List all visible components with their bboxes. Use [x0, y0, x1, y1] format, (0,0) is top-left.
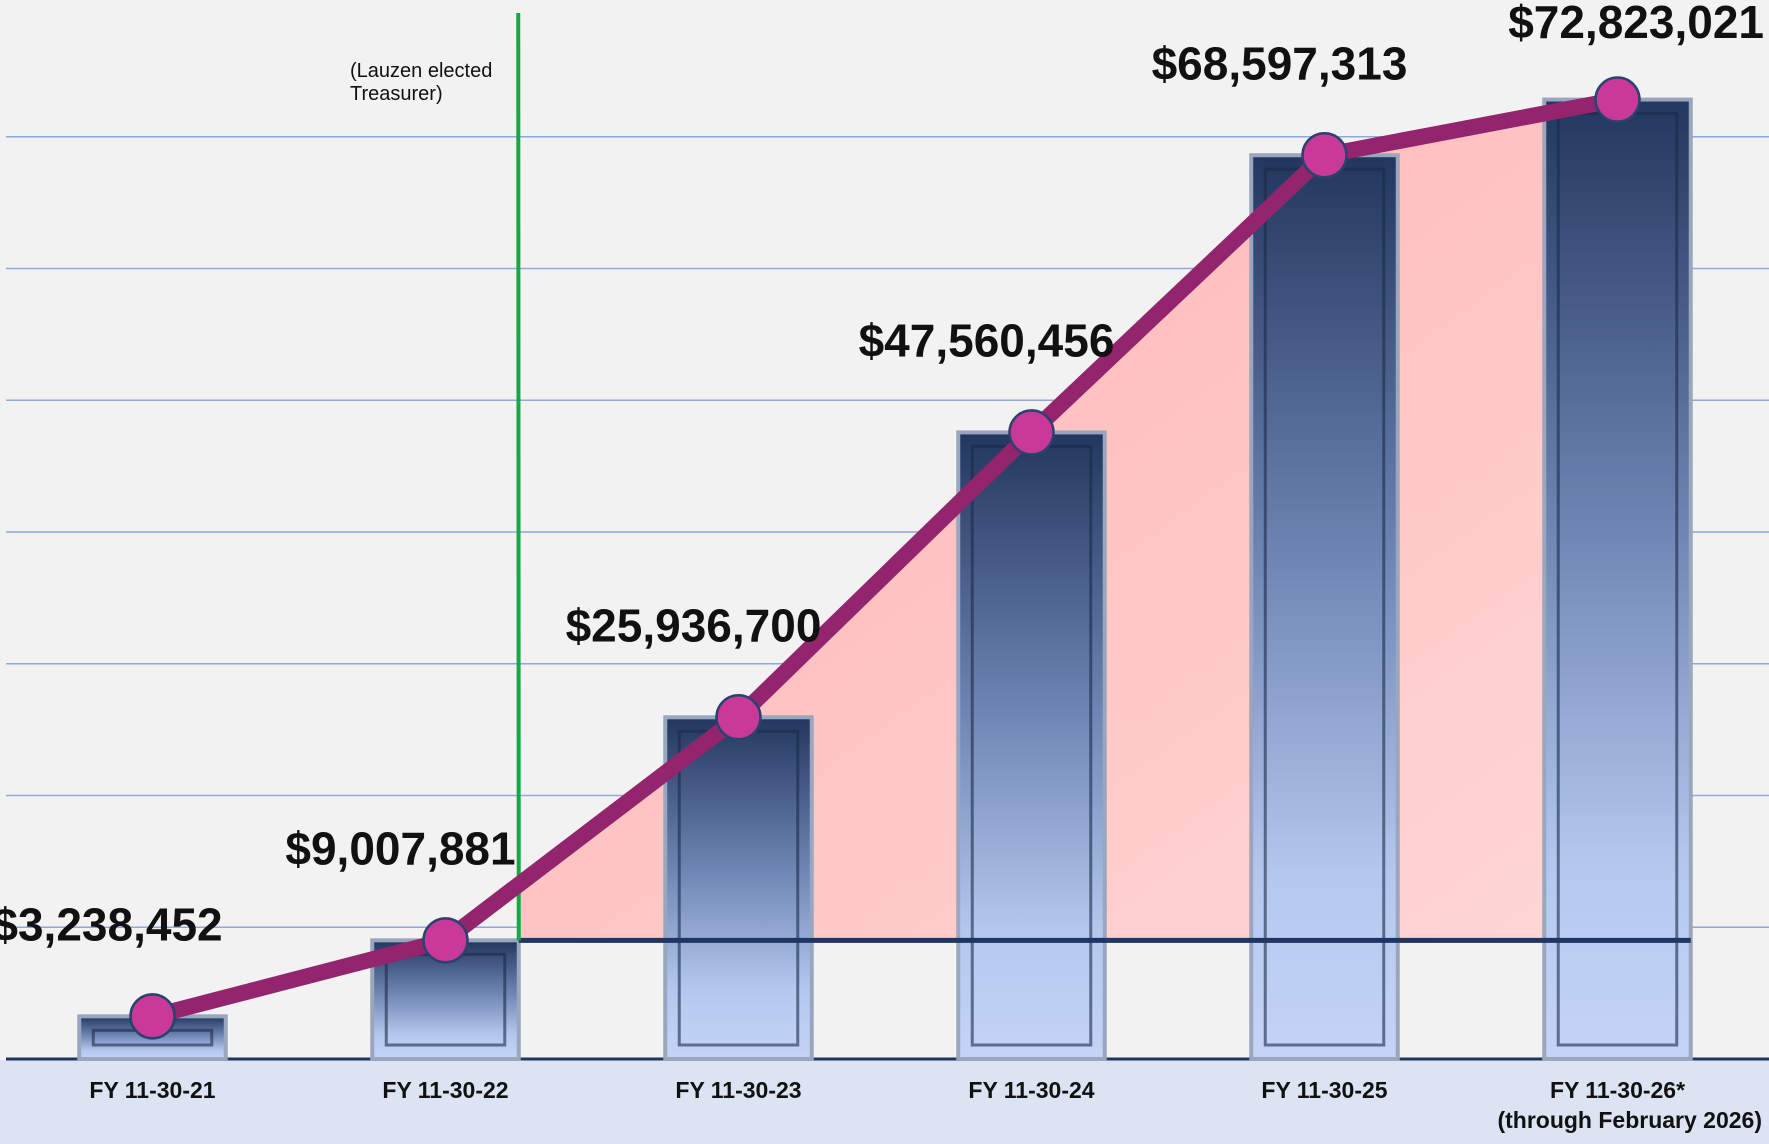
x-tick-label: FY 11-30-22	[382, 1077, 508, 1103]
x-tick-label: FY 11-30-21	[89, 1077, 215, 1103]
value-label: $72,823,021	[1508, 0, 1764, 48]
trend-line	[150, 91, 1619, 1025]
bar	[956, 430, 1107, 1061]
annotation: (Lauzen elected Treasurer)	[350, 60, 492, 105]
marker	[715, 694, 762, 741]
marker	[129, 993, 176, 1040]
value-label: $25,936,700	[566, 599, 822, 651]
marker	[1301, 131, 1348, 179]
marker	[422, 917, 469, 964]
x-tick-label: FY 11-30-24	[968, 1077, 1094, 1103]
value-label: $3,238,452	[0, 898, 223, 950]
marker	[1008, 409, 1055, 456]
value-label: $9,007,881	[285, 822, 515, 874]
x-tick-label: FY 11-30-26*	[1550, 1077, 1685, 1103]
value-label: $68,597,313	[1152, 37, 1408, 89]
bar	[1542, 97, 1693, 1061]
bar	[663, 715, 814, 1062]
marker	[1594, 76, 1641, 123]
x-tick-label: FY 11-30-23	[675, 1077, 801, 1103]
x-tick-label: FY 11-30-25	[1261, 1077, 1387, 1103]
election-line	[516, 12, 521, 941]
bar	[1249, 153, 1400, 1061]
x-tick-note: (through February 2026)	[1497, 1107, 1762, 1133]
value-label: $47,560,456	[859, 315, 1115, 367]
